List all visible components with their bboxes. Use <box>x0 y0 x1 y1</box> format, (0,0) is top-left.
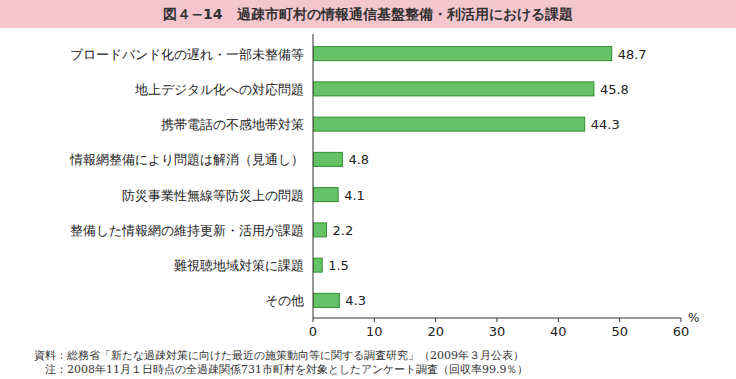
data-label: 4.3 <box>345 293 366 308</box>
tick-label: 20 <box>427 324 444 339</box>
bar <box>313 152 342 166</box>
tick-label: 30 <box>489 324 506 339</box>
source-note: 資料：総務省「新たな過疎対策に向けた最近の施策動向等に関する調査研究」（2009… <box>34 349 524 362</box>
tick-label: 50 <box>611 324 628 339</box>
tick-label: 0 <box>309 324 317 339</box>
data-label: 44.3 <box>591 117 620 132</box>
bar <box>313 188 338 202</box>
category-label: 情報網整備により問題は解消（見通し） <box>69 152 304 167</box>
data-label: 48.7 <box>618 47 647 62</box>
tick <box>374 318 375 322</box>
bar <box>313 47 612 61</box>
data-label: 45.8 <box>600 82 629 97</box>
category-label: ブロードバンド化の遅れ・一部未整備等 <box>70 47 304 62</box>
tick <box>558 318 559 322</box>
tick <box>619 318 620 322</box>
category-label: 携帯電話の不感地帯対策 <box>161 117 304 132</box>
tick-label: 40 <box>550 324 567 339</box>
data-label: 4.8 <box>348 152 369 167</box>
source-note: 注：2008年11月１日時点の全過疎関係731市町村を対象としたアンケート調査（… <box>34 363 528 376</box>
bar <box>313 117 585 131</box>
tick <box>435 318 436 322</box>
data-label: 4.1 <box>344 188 365 203</box>
bars <box>313 47 612 308</box>
tick-label: 60 <box>673 324 690 339</box>
title-band <box>0 0 736 28</box>
data-label: 2.2 <box>332 223 353 238</box>
tick-label: 10 <box>366 324 383 339</box>
bar <box>313 82 594 96</box>
category-label: その他 <box>265 293 304 308</box>
y-axis <box>313 34 314 318</box>
bar <box>313 293 339 307</box>
tick <box>681 318 682 322</box>
category-label: 整備した情報網の維持更新・活用が課題 <box>70 223 304 238</box>
category-label: 難視聴地域対策に課題 <box>174 258 304 273</box>
tick <box>313 318 314 322</box>
data-label: 1.5 <box>328 258 349 273</box>
category-label: 地上デジタル化への対応問題 <box>134 82 304 97</box>
title: 図４−14 過疎市町村の情報通信基盤整備・利活用における課題 <box>163 6 572 22</box>
tick <box>497 318 498 322</box>
chart: 図４−14 過疎市町村の情報通信基盤整備・利活用における課題ブロードバンド化の遅… <box>0 0 736 379</box>
bar <box>313 258 322 272</box>
axis-label: % <box>688 311 699 325</box>
bar <box>313 223 326 237</box>
category-label: 防災事業性無線等防災上の問題 <box>122 188 304 203</box>
